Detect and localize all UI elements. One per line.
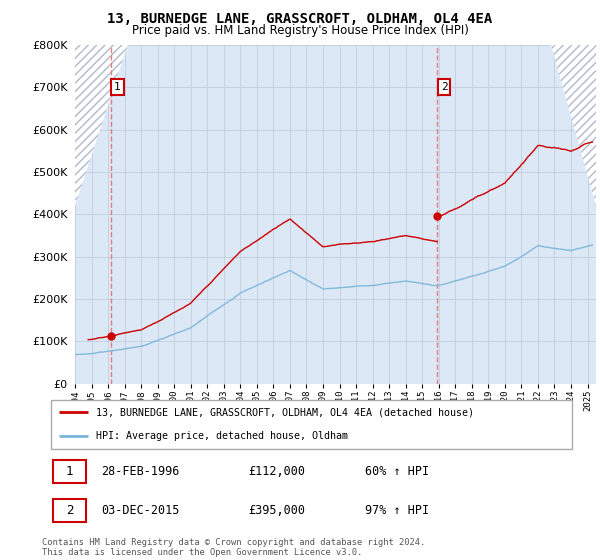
Text: 2: 2 [66,504,73,517]
FancyBboxPatch shape [53,460,86,483]
Text: 1: 1 [114,82,121,92]
Text: 13, BURNEDGE LANE, GRASSCROFT, OLDHAM, OL4 4EA (detached house): 13, BURNEDGE LANE, GRASSCROFT, OLDHAM, O… [95,408,473,418]
Polygon shape [551,45,596,206]
Text: 97% ↑ HPI: 97% ↑ HPI [365,504,429,517]
Text: 2: 2 [441,82,448,92]
FancyBboxPatch shape [50,400,572,449]
Text: HPI: Average price, detached house, Oldham: HPI: Average price, detached house, Oldh… [95,431,347,441]
Text: 28-FEB-1996: 28-FEB-1996 [101,465,179,478]
Text: Contains HM Land Registry data © Crown copyright and database right 2024.
This d: Contains HM Land Registry data © Crown c… [42,538,425,557]
Text: £395,000: £395,000 [248,504,305,517]
Text: 1: 1 [66,465,73,478]
Text: £112,000: £112,000 [248,465,305,478]
Text: Price paid vs. HM Land Registry's House Price Index (HPI): Price paid vs. HM Land Registry's House … [131,24,469,36]
Text: 13, BURNEDGE LANE, GRASSCROFT, OLDHAM, OL4 4EA: 13, BURNEDGE LANE, GRASSCROFT, OLDHAM, O… [107,12,493,26]
Text: 60% ↑ HPI: 60% ↑ HPI [365,465,429,478]
Text: 03-DEC-2015: 03-DEC-2015 [101,504,179,517]
Polygon shape [75,45,128,206]
FancyBboxPatch shape [53,499,86,522]
